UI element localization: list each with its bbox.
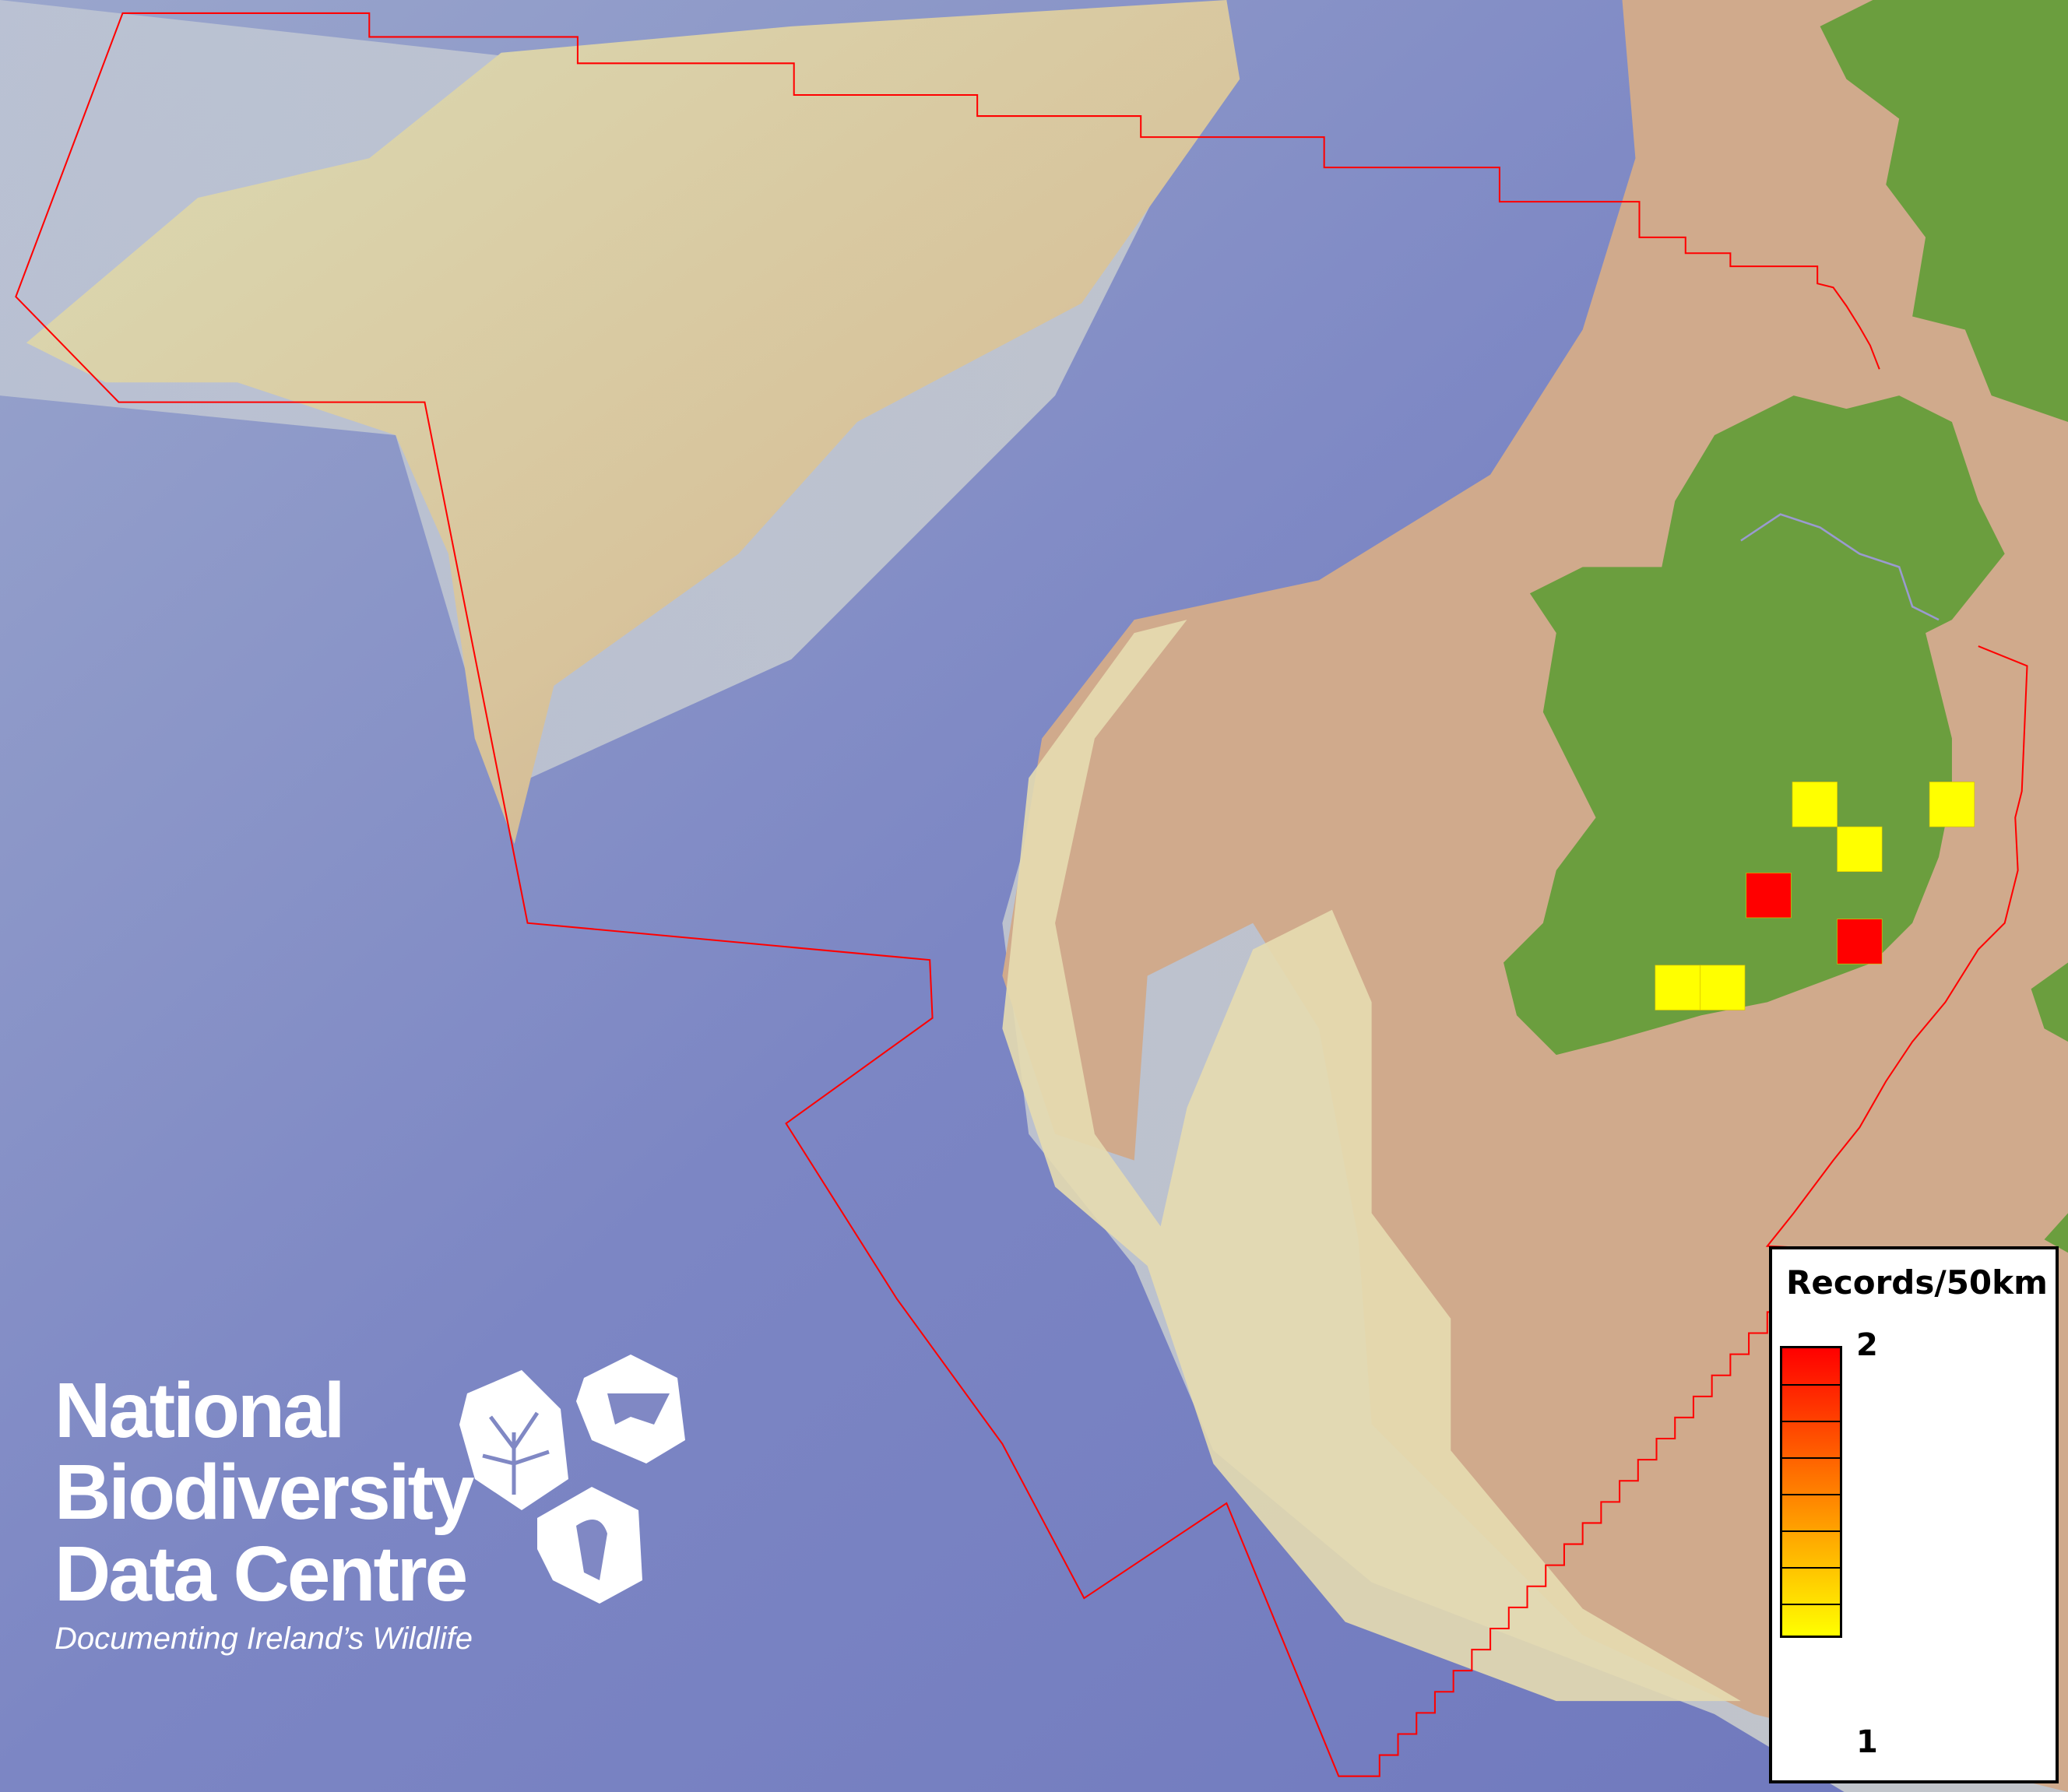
logo-line-2: Biodiversity	[55, 1449, 474, 1536]
grid-cell-1-record	[1700, 965, 1746, 1010]
celtic-sea-shelf	[1002, 620, 1741, 1702]
legend-title: Records/50km	[1786, 1263, 2048, 1302]
logo-line-3: Data Centre	[55, 1530, 468, 1618]
grid-cell-1-record	[1837, 826, 1883, 873]
nbdc-logo: National Biodiversity Data Centre Docume…	[55, 1355, 685, 1657]
grid-cell-1-record	[1929, 782, 1975, 827]
continental-shelf-north	[26, 0, 1240, 845]
scotland-landmass	[1820, 0, 2068, 423]
grid-cell-2-records	[1746, 873, 1792, 919]
logo-tagline: Documenting Ireland’s Wildlife	[55, 1622, 473, 1656]
records-grid-cells	[1655, 782, 1975, 1010]
grid-cell-1-record	[1792, 782, 1838, 827]
logo-hexagons	[459, 1355, 685, 1604]
legend-min-label: 1	[1856, 1724, 1878, 1760]
legend: Records/50km 2 1	[1769, 1246, 2059, 1783]
wales-landmass	[2031, 962, 2068, 1253]
grid-cell-2-records	[1837, 919, 1883, 965]
grid-cell-1-record	[1655, 965, 1700, 1010]
logo-line-1: National	[55, 1367, 345, 1454]
legend-max-label: 2	[1856, 1327, 1878, 1363]
ni-border	[1740, 513, 1940, 621]
color-ramp	[1780, 1346, 1842, 1638]
